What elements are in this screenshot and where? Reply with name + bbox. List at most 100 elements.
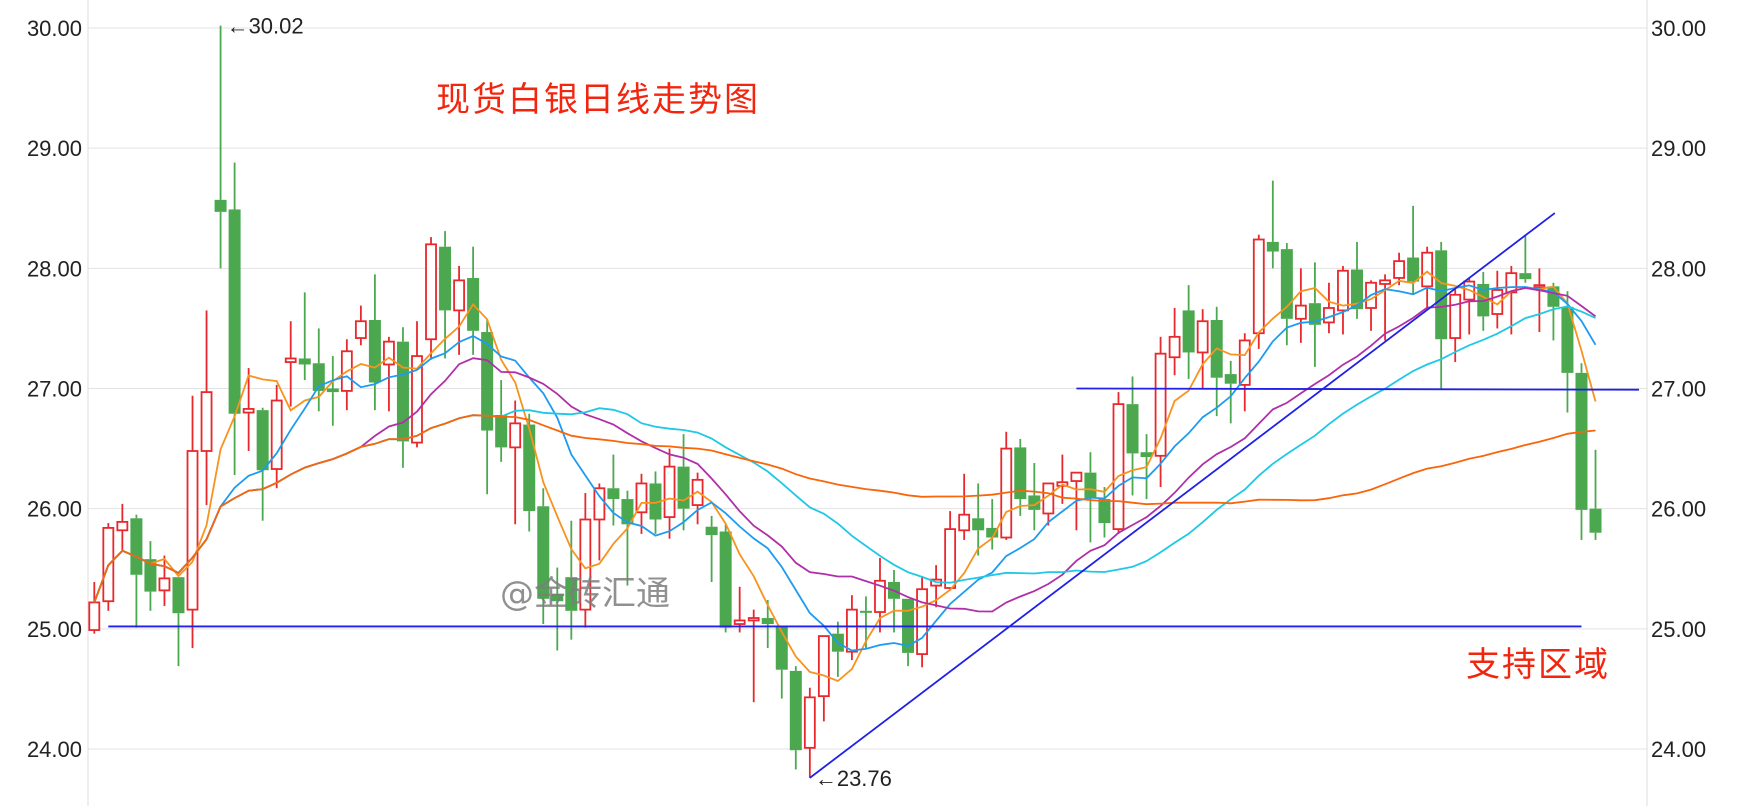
candle-body bbox=[1435, 250, 1448, 340]
y-tick-label-right: 25.00 bbox=[1651, 617, 1706, 642]
candle-body bbox=[859, 610, 872, 613]
low-annotation: ←23.76 bbox=[815, 766, 892, 791]
y-tick-label-left: 30.00 bbox=[27, 16, 82, 41]
candle-body bbox=[453, 279, 465, 312]
candle-down bbox=[495, 380, 508, 462]
candle-body bbox=[1449, 293, 1462, 339]
y-tick-label-right: 28.00 bbox=[1651, 256, 1706, 281]
candle-up bbox=[186, 395, 199, 649]
candle-body bbox=[551, 594, 564, 602]
rising-trendline bbox=[809, 212, 1556, 779]
candle-body bbox=[1098, 499, 1111, 524]
candle-up bbox=[1323, 282, 1335, 334]
candle-down bbox=[775, 626, 788, 699]
candle-body bbox=[958, 513, 971, 532]
candle-up bbox=[270, 384, 283, 489]
candle-up bbox=[944, 511, 957, 591]
candle-body bbox=[719, 531, 732, 628]
candle-down bbox=[1028, 463, 1041, 531]
candle-up bbox=[663, 448, 676, 539]
candle-down bbox=[228, 162, 241, 476]
candle-down bbox=[1182, 285, 1195, 379]
y-tick-label-left: 27.00 bbox=[27, 377, 82, 402]
candle-body bbox=[1575, 372, 1588, 510]
y-tick-label-right: 24.00 bbox=[1651, 737, 1706, 762]
candle-up bbox=[116, 503, 129, 552]
candle-body bbox=[1393, 260, 1405, 279]
candle-up bbox=[1337, 265, 1349, 335]
y-tick-label-right: 30.00 bbox=[1651, 16, 1706, 41]
candle-body bbox=[1589, 508, 1602, 533]
candle-down bbox=[439, 231, 452, 359]
candle-body bbox=[383, 340, 395, 366]
candle-body bbox=[1070, 471, 1083, 482]
y-tick-label-left: 29.00 bbox=[27, 136, 82, 161]
candle-down bbox=[1280, 243, 1293, 346]
candle-down bbox=[298, 292, 311, 381]
candle-down bbox=[986, 499, 999, 550]
candle-body bbox=[1028, 495, 1041, 510]
candle-up bbox=[1154, 336, 1167, 488]
candle-body bbox=[972, 518, 985, 531]
y-tick-label-left: 24.00 bbox=[27, 737, 82, 762]
candle-body bbox=[1224, 374, 1237, 384]
left-y-axis: 24.00 25.00 26.00 27.00 28.00 29.00 30.00 bbox=[27, 16, 82, 762]
candle-down bbox=[130, 514, 143, 628]
candle-down bbox=[396, 327, 409, 468]
candle-up bbox=[1491, 270, 1504, 329]
candle-body bbox=[635, 482, 648, 514]
candle-body bbox=[1379, 279, 1391, 285]
candle-body bbox=[537, 506, 550, 599]
candle-down bbox=[1014, 438, 1027, 516]
candle-up bbox=[509, 400, 522, 525]
candle-body bbox=[1351, 269, 1363, 310]
candle-body bbox=[396, 341, 409, 442]
candle-body bbox=[649, 483, 662, 520]
candle-up bbox=[747, 609, 760, 703]
candle-body bbox=[228, 209, 241, 414]
candle-body bbox=[354, 320, 367, 339]
candle-body bbox=[200, 391, 213, 452]
candle-up bbox=[733, 586, 746, 633]
candle-body bbox=[1112, 403, 1125, 531]
y-tick-label-left: 26.00 bbox=[27, 497, 82, 522]
candle-body bbox=[1337, 269, 1349, 312]
candle-up bbox=[1365, 280, 1377, 331]
candle-up bbox=[1000, 431, 1013, 540]
candle-body bbox=[130, 518, 143, 575]
candle-up bbox=[1449, 287, 1462, 363]
candle-body bbox=[1252, 238, 1265, 335]
candle-down bbox=[1435, 241, 1448, 389]
candle-body bbox=[621, 499, 634, 525]
candle-up bbox=[1421, 246, 1434, 308]
candle-body bbox=[1519, 273, 1532, 280]
candle-body bbox=[1421, 251, 1434, 288]
ma5-line bbox=[93, 270, 1597, 683]
candle-down bbox=[1098, 487, 1111, 538]
candle-up bbox=[691, 472, 704, 525]
candle-down bbox=[172, 577, 185, 667]
candle-body bbox=[1238, 339, 1251, 386]
candle-up bbox=[635, 473, 648, 534]
candle-body bbox=[1561, 306, 1574, 373]
candle-up bbox=[1112, 392, 1125, 534]
ma10-line bbox=[93, 284, 1597, 652]
candle-body bbox=[509, 422, 522, 449]
y-tick-label-left: 28.00 bbox=[27, 256, 82, 281]
candle-down bbox=[256, 407, 269, 521]
candle-body bbox=[284, 357, 297, 363]
moving-averages bbox=[93, 270, 1597, 683]
candle-body bbox=[158, 577, 171, 592]
y-tick-label-right: 29.00 bbox=[1651, 136, 1706, 161]
candle-up bbox=[1168, 307, 1181, 376]
candle-body bbox=[1154, 352, 1167, 457]
candle-up bbox=[88, 581, 101, 634]
candle-up bbox=[1533, 268, 1546, 333]
candle-up bbox=[354, 305, 367, 346]
candle-body bbox=[326, 388, 339, 393]
candle-down bbox=[1224, 360, 1237, 424]
candle-up bbox=[1238, 333, 1251, 412]
candle-down bbox=[1308, 262, 1321, 367]
candle-body bbox=[677, 466, 690, 509]
candle-down bbox=[1561, 291, 1574, 413]
